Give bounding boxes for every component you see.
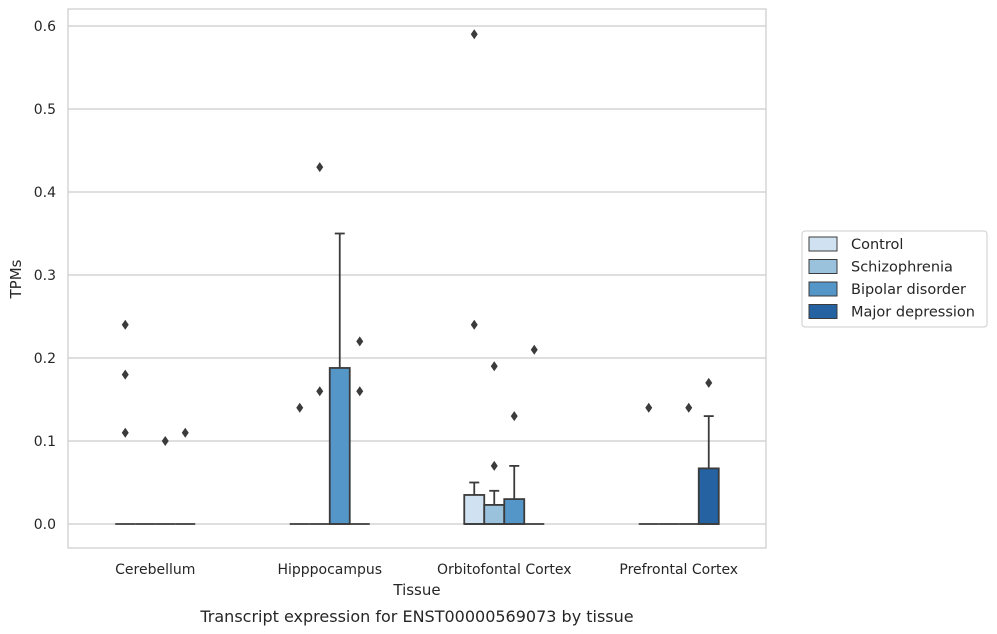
- legend-swatch: [808, 304, 838, 319]
- outlier-point: [490, 361, 498, 372]
- outlier-point: [296, 402, 304, 413]
- box-series: [115, 232, 720, 525]
- outlier-point: [470, 29, 478, 40]
- y-tick-label: 0.2: [34, 351, 56, 367]
- outlier-point: [161, 436, 169, 446]
- legend-label: Control: [851, 237, 903, 253]
- x-tick-label: Cerebellum: [115, 562, 195, 578]
- legend-swatch: [808, 281, 838, 297]
- chart-caption: Transcript expression for ENST0000056907…: [199, 607, 633, 626]
- x-tick-label: Hipppocampus: [277, 562, 382, 578]
- outlier-point: [356, 336, 364, 347]
- y-tick-label: 0.4: [34, 185, 56, 201]
- plot-background: [68, 9, 766, 548]
- y-tick-label: 0.0: [34, 517, 56, 533]
- outlier-point: [181, 427, 189, 438]
- legend-label: Bipolar disorder: [851, 282, 966, 298]
- y-tick-label: 0.5: [34, 102, 56, 118]
- legend-label: Schizophrenia: [851, 260, 953, 276]
- box: [328, 367, 351, 525]
- legend-frame: [801, 230, 988, 328]
- y-tick-labels: 0.0 0.1 0.2 0.3 0.4 0.5 0.6: [34, 19, 56, 533]
- outlier-point: [490, 460, 498, 471]
- outlier-point: [705, 377, 713, 388]
- box: [697, 467, 720, 525]
- outlier-point: [316, 386, 324, 397]
- legend: Control Schizophrenia Bipolar disorder Majo…: [801, 230, 988, 328]
- x-axis-title: Tissue: [392, 581, 440, 599]
- outlier-point: [316, 162, 324, 173]
- box: [483, 504, 506, 525]
- y-tick-label: 0.3: [34, 268, 56, 284]
- outlier-point: [510, 411, 518, 422]
- legend-swatch: [808, 259, 838, 274]
- x-tick-label: Prefrontal Cortex: [619, 562, 738, 578]
- outlier-point: [356, 386, 364, 397]
- box: [463, 494, 486, 525]
- y-tick-label: 0.1: [34, 434, 56, 450]
- outlier-point: [121, 319, 129, 330]
- outlier-point: [470, 319, 478, 330]
- outlier-point: [645, 402, 653, 413]
- outlier-point: [530, 344, 538, 355]
- legend-label: Major depression: [851, 305, 975, 321]
- x-tick-label: Orbitofontal Cortex: [437, 562, 572, 578]
- legend-swatch: [808, 236, 838, 252]
- outlier-point: [121, 369, 129, 380]
- plot-frame: [67, 8, 767, 549]
- outlier-point: [121, 427, 129, 438]
- outlier-point: [685, 402, 693, 413]
- y-tick-label: 0.6: [34, 19, 56, 35]
- y-axis-title: TPMs: [7, 259, 25, 299]
- grid-lines: [68, 25, 766, 525]
- box: [503, 498, 526, 525]
- x-tick-labels: Cerebellum Hipppocampus Orbitofontal Corte…: [115, 562, 738, 578]
- outlier-points: [121, 29, 713, 471]
